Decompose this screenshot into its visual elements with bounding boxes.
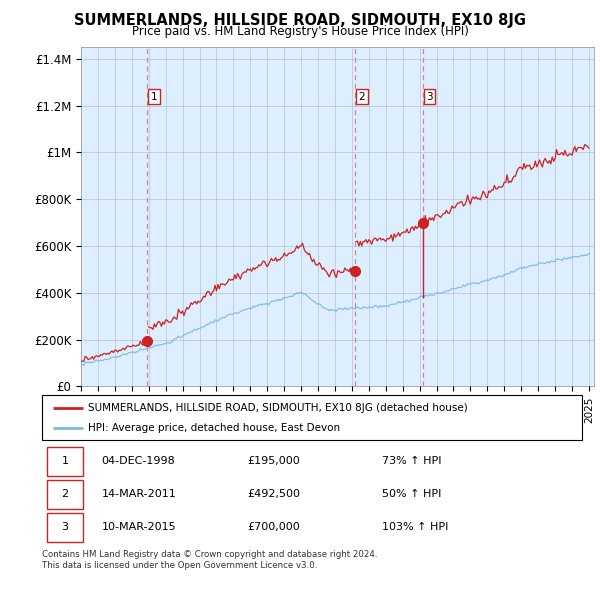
Text: 1: 1 — [151, 91, 157, 101]
Text: £195,000: £195,000 — [247, 456, 300, 466]
Text: 73% ↑ HPI: 73% ↑ HPI — [382, 456, 442, 466]
Text: HPI: Average price, detached house, East Devon: HPI: Average price, detached house, East… — [88, 424, 340, 434]
Text: 50% ↑ HPI: 50% ↑ HPI — [382, 489, 442, 499]
Text: £492,500: £492,500 — [247, 489, 300, 499]
Text: 3: 3 — [426, 91, 433, 101]
Text: 2: 2 — [61, 489, 68, 499]
Text: 04-DEC-1998: 04-DEC-1998 — [101, 456, 175, 466]
Text: Contains HM Land Registry data © Crown copyright and database right 2024.: Contains HM Land Registry data © Crown c… — [42, 550, 377, 559]
Text: SUMMERLANDS, HILLSIDE ROAD, SIDMOUTH, EX10 8JG (detached house): SUMMERLANDS, HILLSIDE ROAD, SIDMOUTH, EX… — [88, 403, 467, 412]
FancyBboxPatch shape — [42, 395, 582, 440]
Text: 1: 1 — [61, 456, 68, 466]
Text: Price paid vs. HM Land Registry's House Price Index (HPI): Price paid vs. HM Land Registry's House … — [131, 25, 469, 38]
Text: 2: 2 — [359, 91, 365, 101]
Text: 103% ↑ HPI: 103% ↑ HPI — [382, 522, 449, 532]
Text: 10-MAR-2015: 10-MAR-2015 — [101, 522, 176, 532]
FancyBboxPatch shape — [47, 513, 83, 542]
Text: £700,000: £700,000 — [247, 522, 300, 532]
Text: This data is licensed under the Open Government Licence v3.0.: This data is licensed under the Open Gov… — [42, 560, 317, 569]
Text: 14-MAR-2011: 14-MAR-2011 — [101, 489, 176, 499]
Text: SUMMERLANDS, HILLSIDE ROAD, SIDMOUTH, EX10 8JG: SUMMERLANDS, HILLSIDE ROAD, SIDMOUTH, EX… — [74, 13, 526, 28]
Text: 3: 3 — [61, 522, 68, 532]
FancyBboxPatch shape — [47, 480, 83, 509]
FancyBboxPatch shape — [47, 447, 83, 476]
